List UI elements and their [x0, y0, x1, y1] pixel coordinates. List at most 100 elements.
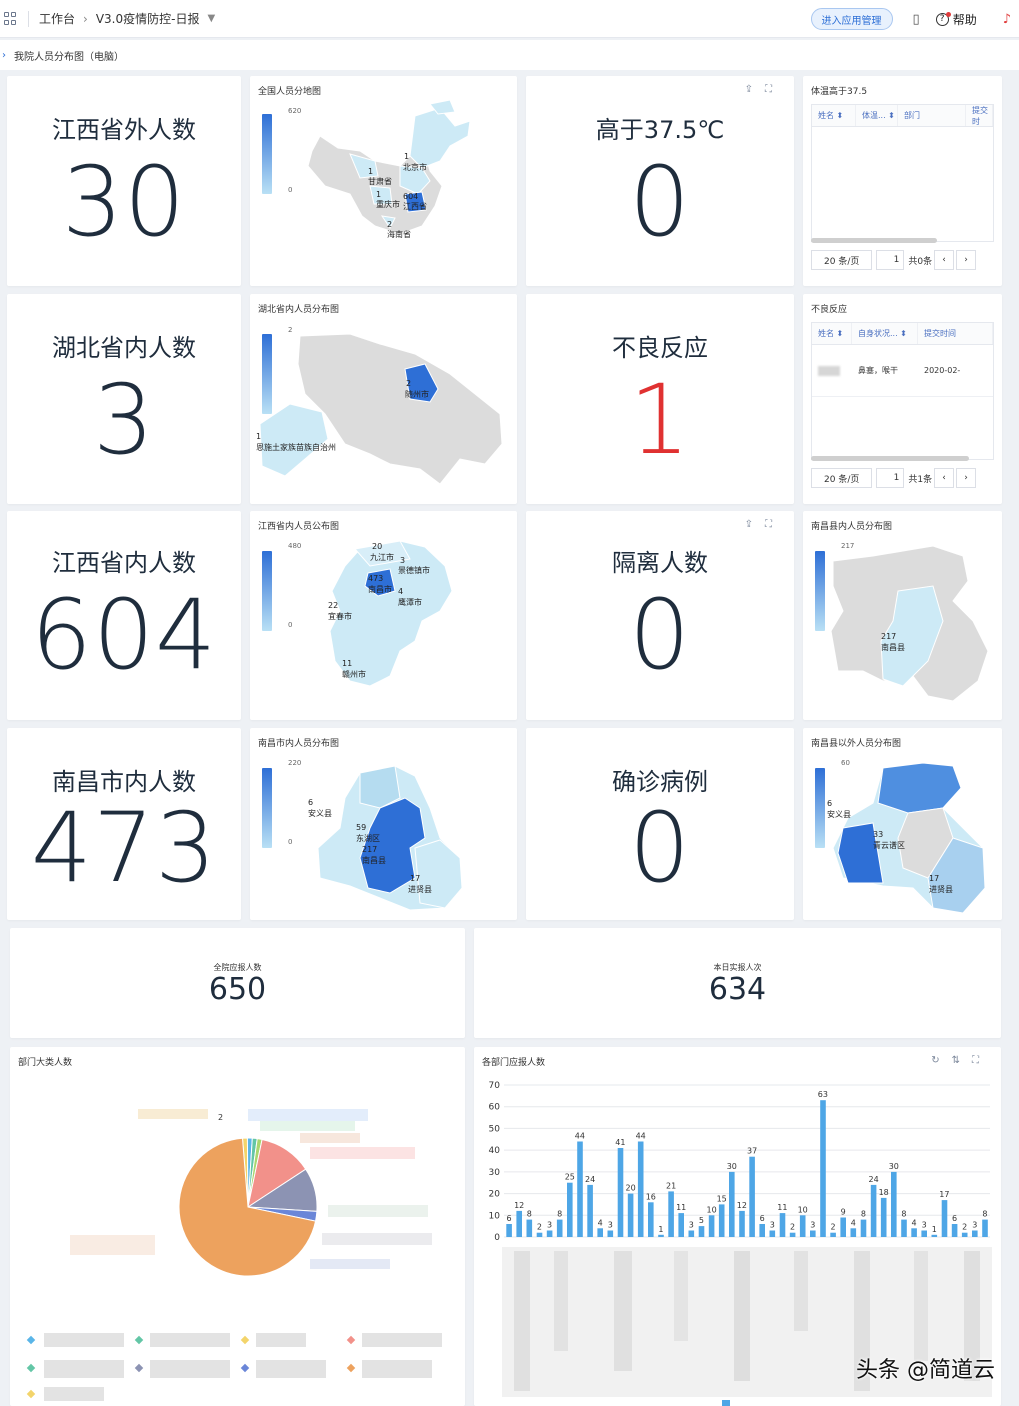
bar[interactable]: [860, 1219, 867, 1237]
fullscreen-icon[interactable]: ⛶: [765, 84, 784, 95]
bar[interactable]: [556, 1219, 563, 1237]
bar[interactable]: [617, 1148, 624, 1237]
bar[interactable]: [506, 1224, 512, 1237]
outside-county-map[interactable]: 6 安义县 33 青云谱区 17 进贤县: [803, 728, 1002, 920]
bar[interactable]: [759, 1224, 765, 1237]
nanchang-county-map[interactable]: 217 南昌县: [803, 511, 1002, 720]
export-icon[interactable]: ⇪: [744, 84, 765, 95]
bar[interactable]: [810, 1230, 816, 1238]
map-region[interactable]: [349, 153, 379, 179]
bar[interactable]: [911, 1228, 917, 1237]
bar[interactable]: [921, 1230, 927, 1238]
bar[interactable]: [951, 1224, 958, 1237]
column-header-name[interactable]: 姓名 ⬍: [812, 323, 852, 344]
bar[interactable]: [688, 1230, 695, 1238]
pie-legend[interactable]: [26, 1333, 442, 1401]
map-region[interactable]: [927, 837, 986, 914]
help-button[interactable]: ? 帮助: [935, 11, 977, 28]
prev-page-button[interactable]: ‹: [934, 468, 955, 488]
next-page-button[interactable]: ›: [956, 250, 977, 270]
bar[interactable]: [577, 1141, 583, 1238]
fullscreen-icon[interactable]: ⛶: [972, 1055, 991, 1066]
column-header-temp[interactable]: 体温... ⬍: [856, 105, 898, 126]
bar[interactable]: [749, 1156, 755, 1237]
map-region[interactable]: [877, 762, 962, 814]
hubei-map[interactable]: 2 随州市 1 恩施土家族苗族自治州: [250, 294, 517, 504]
notification-bell-icon[interactable]: ♪: [1002, 11, 1011, 27]
bar[interactable]: [779, 1213, 786, 1237]
column-header-dept[interactable]: 部门: [898, 105, 966, 126]
chevron-right-icon[interactable]: ›: [2, 49, 6, 61]
bar[interactable]: [516, 1210, 522, 1237]
bar[interactable]: [668, 1191, 674, 1237]
pie-chart[interactable]: 2: [10, 1047, 465, 1406]
page-size-select[interactable]: 20 条/页: [811, 468, 873, 488]
visual-map-legend[interactable]: [262, 114, 272, 194]
bar[interactable]: [607, 1230, 614, 1238]
horizontal-scrollbar[interactable]: [811, 456, 969, 461]
column-header-status[interactable]: 自身状况... ⬍: [852, 323, 918, 344]
mobile-icon[interactable]: ▯: [912, 11, 920, 27]
next-page-button[interactable]: ›: [956, 468, 977, 488]
column-header-name[interactable]: 姓名 ⬍: [812, 105, 856, 126]
visual-map-legend[interactable]: [815, 551, 825, 631]
map-region[interactable]: [409, 107, 471, 169]
bar[interactable]: [658, 1234, 664, 1237]
map-region-enshi[interactable]: [259, 403, 329, 477]
bar[interactable]: [567, 1182, 573, 1237]
bar[interactable]: [972, 1230, 978, 1238]
bar[interactable]: [587, 1184, 593, 1237]
chevron-down-icon[interactable]: ▼: [207, 13, 216, 24]
bar[interactable]: [708, 1215, 715, 1237]
china-map[interactable]: 1 北京市 1 甘肃省 1 重庆市 604 江西省 2 海南省: [250, 76, 517, 286]
bar[interactable]: [870, 1184, 877, 1237]
bar[interactable]: [982, 1219, 988, 1237]
bar[interactable]: [637, 1141, 644, 1238]
map-region-nanchang-county[interactable]: [359, 797, 426, 894]
horizontal-scrollbar[interactable]: [811, 238, 937, 243]
map-region[interactable]: [354, 540, 411, 567]
bar[interactable]: [840, 1217, 846, 1238]
bar[interactable]: [597, 1228, 603, 1237]
pie-slice[interactable]: [178, 1137, 317, 1277]
bar[interactable]: [961, 1232, 968, 1237]
page-number-input[interactable]: 1: [876, 468, 905, 488]
bar[interactable]: [729, 1171, 735, 1237]
bar[interactable]: [536, 1232, 543, 1237]
bar[interactable]: [789, 1232, 796, 1237]
bar[interactable]: [941, 1200, 948, 1237]
map-region[interactable]: [359, 765, 401, 809]
map-region[interactable]: [369, 185, 393, 205]
visual-map-legend[interactable]: [262, 768, 272, 848]
sort-icon[interactable]: ⇅: [951, 1055, 972, 1066]
app-manage-button[interactable]: 进入应用管理: [810, 8, 893, 30]
map-region[interactable]: [837, 822, 884, 884]
table-row[interactable]: 鼻塞，喉干 2020-02-: [812, 345, 993, 397]
map-region-nanchang[interactable]: [364, 568, 396, 597]
bar[interactable]: [739, 1210, 745, 1237]
page-number-input[interactable]: 1: [876, 250, 905, 270]
map-region-nanchang-county[interactable]: [880, 585, 944, 687]
bar[interactable]: [698, 1226, 705, 1237]
column-header-submit-time[interactable]: 提交时: [966, 105, 993, 126]
bar[interactable]: [627, 1193, 634, 1237]
map-region[interactable]: [380, 215, 396, 229]
bar[interactable]: [850, 1228, 857, 1237]
bar[interactable]: [718, 1204, 725, 1237]
prev-page-button[interactable]: ‹: [934, 250, 955, 270]
bar[interactable]: [830, 1232, 836, 1237]
breadcrumb-app-title[interactable]: V3.0疫情防控-日报: [95, 12, 200, 26]
bar[interactable]: [799, 1215, 806, 1237]
bar[interactable]: [901, 1219, 907, 1237]
map-region-jiangxi[interactable]: [404, 191, 427, 213]
jiangxi-map[interactable]: 20 九江市 3 景德镇市 473 南昌市 4 鹰潭市 22 宜春市 11 赣州…: [250, 511, 517, 720]
bar[interactable]: [678, 1213, 684, 1237]
apps-grid-icon[interactable]: [4, 11, 18, 26]
export-icon[interactable]: ⇪: [744, 519, 765, 530]
breadcrumb-workbench[interactable]: 工作台: [39, 12, 76, 26]
map-region[interactable]: [429, 99, 456, 115]
page-size-select[interactable]: 20 条/页: [811, 250, 873, 270]
fullscreen-icon[interactable]: ⛶: [765, 519, 784, 530]
bar[interactable]: [769, 1230, 776, 1238]
